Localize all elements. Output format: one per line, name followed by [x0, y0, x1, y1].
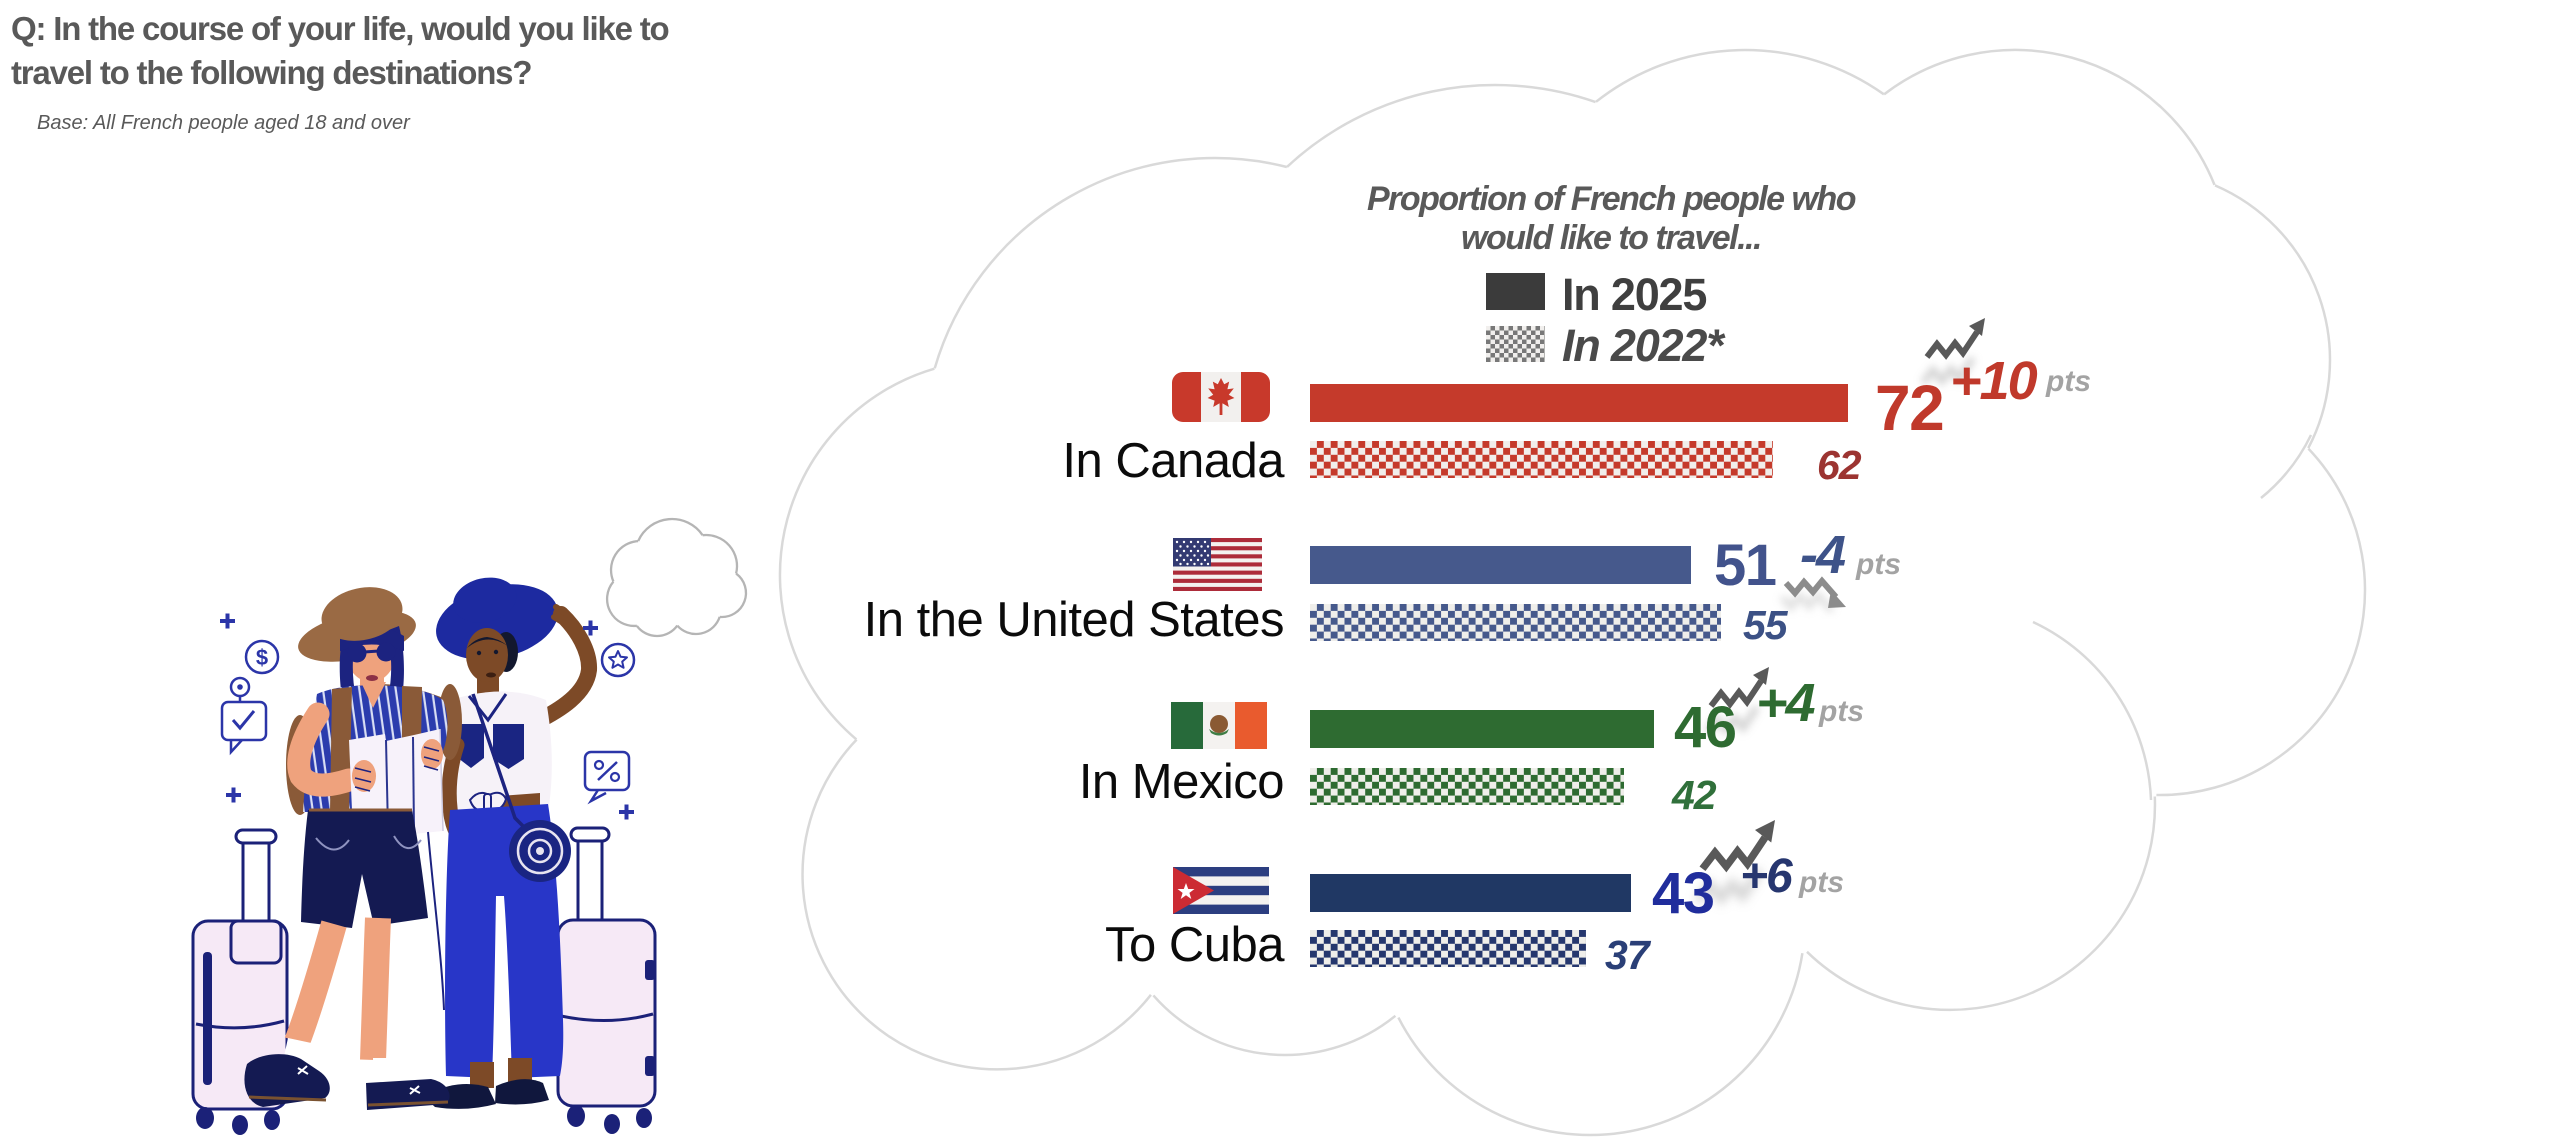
- svg-text:$: $: [256, 645, 268, 670]
